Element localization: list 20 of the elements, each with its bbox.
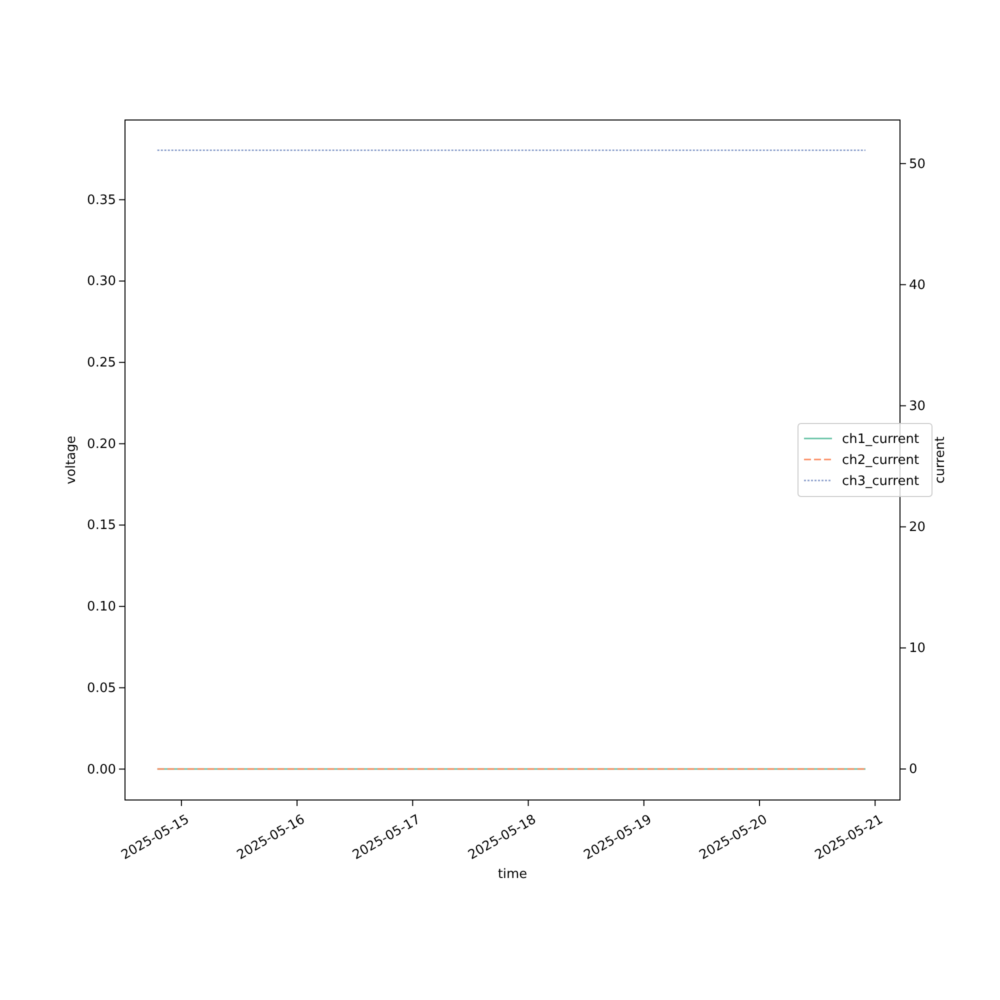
y-tick-label: 0.05 xyxy=(87,680,116,696)
x-axis-title: time xyxy=(498,867,528,882)
y2-tick-label: 0 xyxy=(909,762,918,778)
y-tick-label: 0.00 xyxy=(87,762,116,778)
y-tick-label: 0.25 xyxy=(87,356,116,371)
y-tick-label: 0.20 xyxy=(87,436,116,452)
legend-label: ch1_current xyxy=(842,432,920,447)
y2-tick-label: 50 xyxy=(909,156,926,172)
legend-label: ch2_current xyxy=(842,453,920,468)
y-tick-label: 0.15 xyxy=(87,518,116,534)
y-axis-title: voltage xyxy=(64,436,79,484)
y2-tick-label: 20 xyxy=(909,520,926,535)
y-tick-label: 0.10 xyxy=(87,600,116,615)
legend-label: ch3_current xyxy=(842,474,920,489)
y2-axis-title: current xyxy=(933,436,948,484)
y2-tick-label: 40 xyxy=(909,278,926,293)
y-tick-label: 0.35 xyxy=(87,192,116,208)
y2-tick-label: 10 xyxy=(909,641,926,656)
y-tick-label: 0.30 xyxy=(87,274,116,290)
y2-tick-label: 30 xyxy=(909,398,926,414)
